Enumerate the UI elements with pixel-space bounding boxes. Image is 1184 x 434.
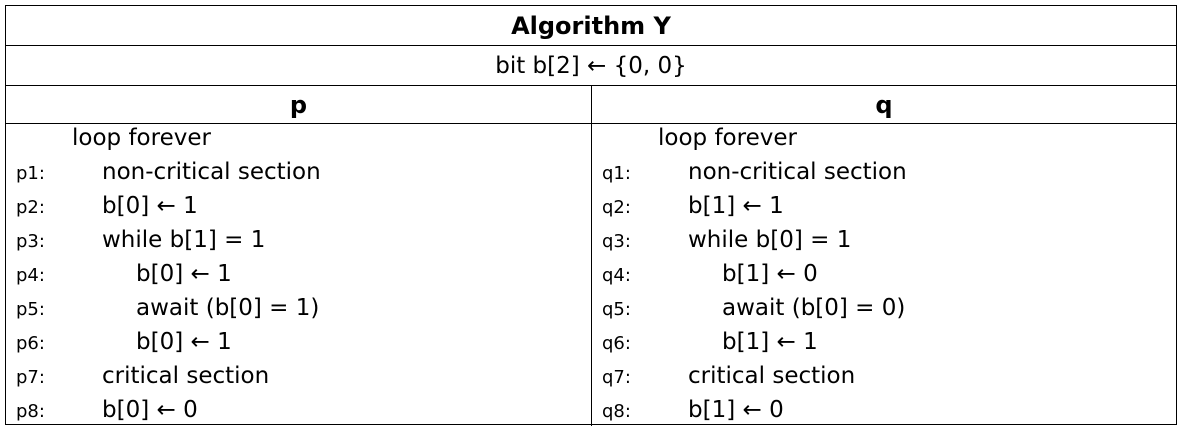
code-line: p1: non-critical section [6, 155, 591, 189]
line-label: p4: [16, 265, 45, 286]
code-line: loop forever [592, 121, 1176, 155]
line-label: q8: [602, 401, 631, 422]
line-statement: b[1] ← 1 [722, 329, 818, 355]
code-line: p6: b[0] ← 1 [6, 325, 591, 359]
line-label: q6: [602, 333, 631, 354]
code-line: p7: critical section [6, 359, 591, 393]
line-label: p8: [16, 401, 45, 422]
code-line: p3: while b[1] = 1 [6, 223, 591, 257]
code-line: q1: non-critical section [592, 155, 1176, 189]
process-header-q: q [875, 90, 893, 119]
line-label: q5: [602, 299, 631, 320]
process-header-p: p [289, 90, 308, 119]
code-line: p8: b[0] ← 0 [6, 393, 591, 427]
line-statement: await (b[0] = 1) [136, 295, 320, 321]
line-statement: critical section [102, 363, 270, 389]
line-label: p6: [16, 333, 45, 354]
line-statement: while b[1] = 1 [102, 227, 266, 253]
line-statement: b[1] ← 1 [688, 193, 784, 219]
line-statement: critical section [688, 363, 856, 389]
line-label: q3: [602, 231, 631, 252]
line-statement: b[0] ← 1 [136, 329, 232, 355]
line-statement: loop forever [658, 125, 797, 151]
code-line: q6: b[1] ← 1 [592, 325, 1176, 359]
line-statement: await (b[0] = 0) [722, 295, 906, 321]
process-column-q: loop forever q1: non-critical section q2: b[… [592, 124, 1176, 424]
code-line: q3: while b[0] = 1 [592, 223, 1176, 257]
code-line: q8: b[1] ← 0 [592, 393, 1176, 427]
code-line: p4: b[0] ← 1 [6, 257, 591, 291]
algorithm-body: loop forever p1: non-critical section p2: b[… [6, 124, 1176, 424]
line-statement: while b[0] = 1 [688, 227, 852, 253]
line-statement: b[0] ← 0 [102, 397, 198, 423]
line-label: q1: [602, 163, 631, 184]
line-statement: non-critical section [688, 159, 907, 185]
line-statement: b[0] ← 1 [102, 193, 198, 219]
line-statement: loop forever [72, 125, 211, 151]
line-statement: b[1] ← 0 [722, 261, 818, 287]
line-statement: non-critical section [102, 159, 321, 185]
line-statement: b[1] ← 0 [688, 397, 784, 423]
code-line: q4: b[1] ← 0 [592, 257, 1176, 291]
line-label: p5: [16, 299, 45, 320]
line-label: p3: [16, 231, 45, 252]
code-line: loop forever [6, 121, 591, 155]
line-label: p1: [16, 163, 45, 184]
global-declaration: bit b[2] ← {0, 0} [6, 46, 1176, 86]
line-statement: b[0] ← 1 [136, 261, 232, 287]
line-label: p7: [16, 367, 45, 388]
algorithm-title: Algorithm Y [6, 6, 1176, 46]
code-line: p2: b[0] ← 1 [6, 189, 591, 223]
line-label: q7: [602, 367, 631, 388]
code-line: q7: critical section [592, 359, 1176, 393]
code-line: p5: await (b[0] = 1) [6, 291, 591, 325]
column-divider [591, 86, 592, 426]
process-column-p: loop forever p1: non-critical section p2: b[… [6, 124, 591, 424]
code-line: q2: b[1] ← 1 [592, 189, 1176, 223]
line-label: q4: [602, 265, 631, 286]
code-line: q5: await (b[0] = 0) [592, 291, 1176, 325]
line-label: p2: [16, 197, 45, 218]
algorithm-table: Algorithm Y bit b[2] ← {0, 0} p q loop f… [5, 5, 1177, 426]
line-label: q2: [602, 197, 631, 218]
